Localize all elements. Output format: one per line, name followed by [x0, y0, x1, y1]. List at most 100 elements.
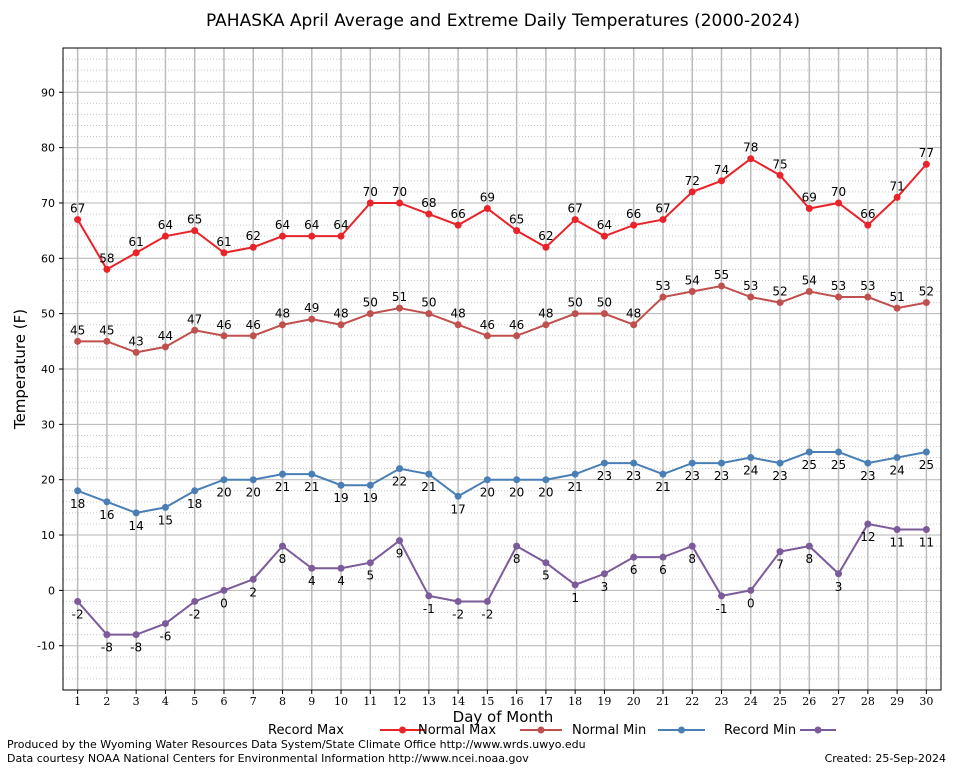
data-point [308, 470, 316, 478]
data-point [659, 470, 667, 478]
data-point [103, 631, 111, 639]
data-label: 54 [802, 274, 817, 288]
data-point [161, 343, 169, 351]
data-label: 11 [919, 536, 934, 550]
data-point [688, 188, 696, 196]
data-label: 23 [685, 469, 700, 483]
data-point [454, 321, 462, 329]
data-label: 47 [187, 312, 202, 326]
data-point [308, 564, 316, 572]
x-tick-label: 24 [744, 695, 758, 708]
data-label: 3 [835, 580, 843, 594]
data-label: 25 [919, 458, 934, 472]
data-point [220, 476, 228, 484]
data-label: -1 [716, 602, 728, 616]
data-point [396, 304, 404, 312]
data-label: 46 [480, 318, 495, 332]
x-tick-label: 15 [480, 695, 494, 708]
data-point [747, 454, 755, 462]
data-label: 61 [129, 235, 144, 249]
data-label: 20 [538, 486, 553, 500]
x-tick-label: 7 [250, 695, 257, 708]
series-normal-min: 18 16 14 15 18 20 20 21 21 19 19 22 21 17 20 20 20 21 23 23… [70, 448, 934, 533]
data-label: 24 [889, 464, 904, 478]
data-point [630, 459, 638, 467]
x-tick-label: 12 [393, 695, 407, 708]
data-point [922, 160, 930, 168]
data-point [483, 205, 491, 212]
data-point [835, 448, 843, 456]
data-point [630, 221, 638, 229]
x-tick-label: 30 [919, 695, 933, 708]
data-label: 64 [158, 218, 173, 232]
data-point [161, 620, 169, 628]
data-label: 20 [480, 486, 495, 500]
data-label: 2 [249, 585, 257, 599]
y-tick-label: 50 [41, 308, 55, 321]
data-label: 8 [279, 552, 287, 566]
data-label: 1 [571, 591, 579, 605]
data-label: 64 [304, 218, 319, 232]
data-point [864, 459, 872, 467]
data-label: 23 [772, 469, 787, 483]
data-point [864, 520, 872, 528]
data-label: 51 [392, 290, 407, 304]
data-point [600, 310, 608, 318]
data-point [249, 476, 257, 484]
data-point [103, 337, 111, 345]
data-label: 66 [860, 207, 875, 221]
data-point [776, 171, 784, 179]
x-tick-label: 13 [422, 695, 436, 708]
legend-marker [814, 726, 822, 734]
data-label: 50 [363, 296, 378, 310]
data-label: 3 [601, 580, 609, 594]
data-point [337, 481, 345, 489]
data-point [454, 221, 462, 229]
data-label: 15 [158, 513, 173, 527]
data-point [718, 459, 725, 467]
data-point [279, 321, 286, 329]
data-point [396, 199, 404, 207]
legend-entry: Normal Min [572, 723, 705, 738]
data-label: 45 [99, 323, 114, 337]
data-label: 18 [187, 497, 202, 511]
data-label: 62 [246, 229, 261, 243]
legend: Record Max Normal Max Normal Min Record Min [268, 723, 836, 738]
data-point [864, 293, 872, 301]
data-label: 8 [688, 552, 696, 566]
data-point [542, 321, 550, 329]
x-tick-label: 17 [539, 695, 553, 708]
data-label: 21 [568, 480, 583, 494]
data-label: 21 [421, 480, 436, 494]
y-tick-label: 90 [41, 86, 55, 99]
data-label: 7 [776, 558, 784, 572]
data-label: 72 [685, 174, 700, 188]
data-point [103, 498, 111, 506]
data-point [659, 293, 667, 301]
data-label: 20 [216, 486, 231, 500]
data-point [542, 243, 550, 251]
y-tick-label: 40 [41, 363, 55, 376]
data-label: 8 [805, 552, 813, 566]
data-label: 4 [337, 574, 345, 588]
chart-title: PAHASKA April Average and Extreme Daily … [206, 11, 800, 31]
data-label: -1 [423, 602, 435, 616]
data-point [718, 592, 725, 600]
data-point [132, 509, 140, 517]
x-tick-label: 6 [220, 695, 227, 708]
data-label: 6 [659, 563, 667, 577]
series-line [76, 522, 927, 636]
data-label: 52 [919, 285, 934, 299]
data-label: 21 [655, 480, 670, 494]
data-point [747, 586, 755, 594]
data-point [893, 304, 901, 312]
data-point [747, 293, 755, 301]
data-label: 23 [714, 469, 729, 483]
data-label: 70 [831, 185, 846, 199]
y-tick-label: 20 [41, 474, 55, 487]
x-tick-label: 2 [103, 695, 110, 708]
data-point [542, 476, 550, 484]
data-label: 68 [421, 196, 436, 210]
data-point [718, 177, 725, 185]
x-tick-label: 14 [451, 695, 465, 708]
